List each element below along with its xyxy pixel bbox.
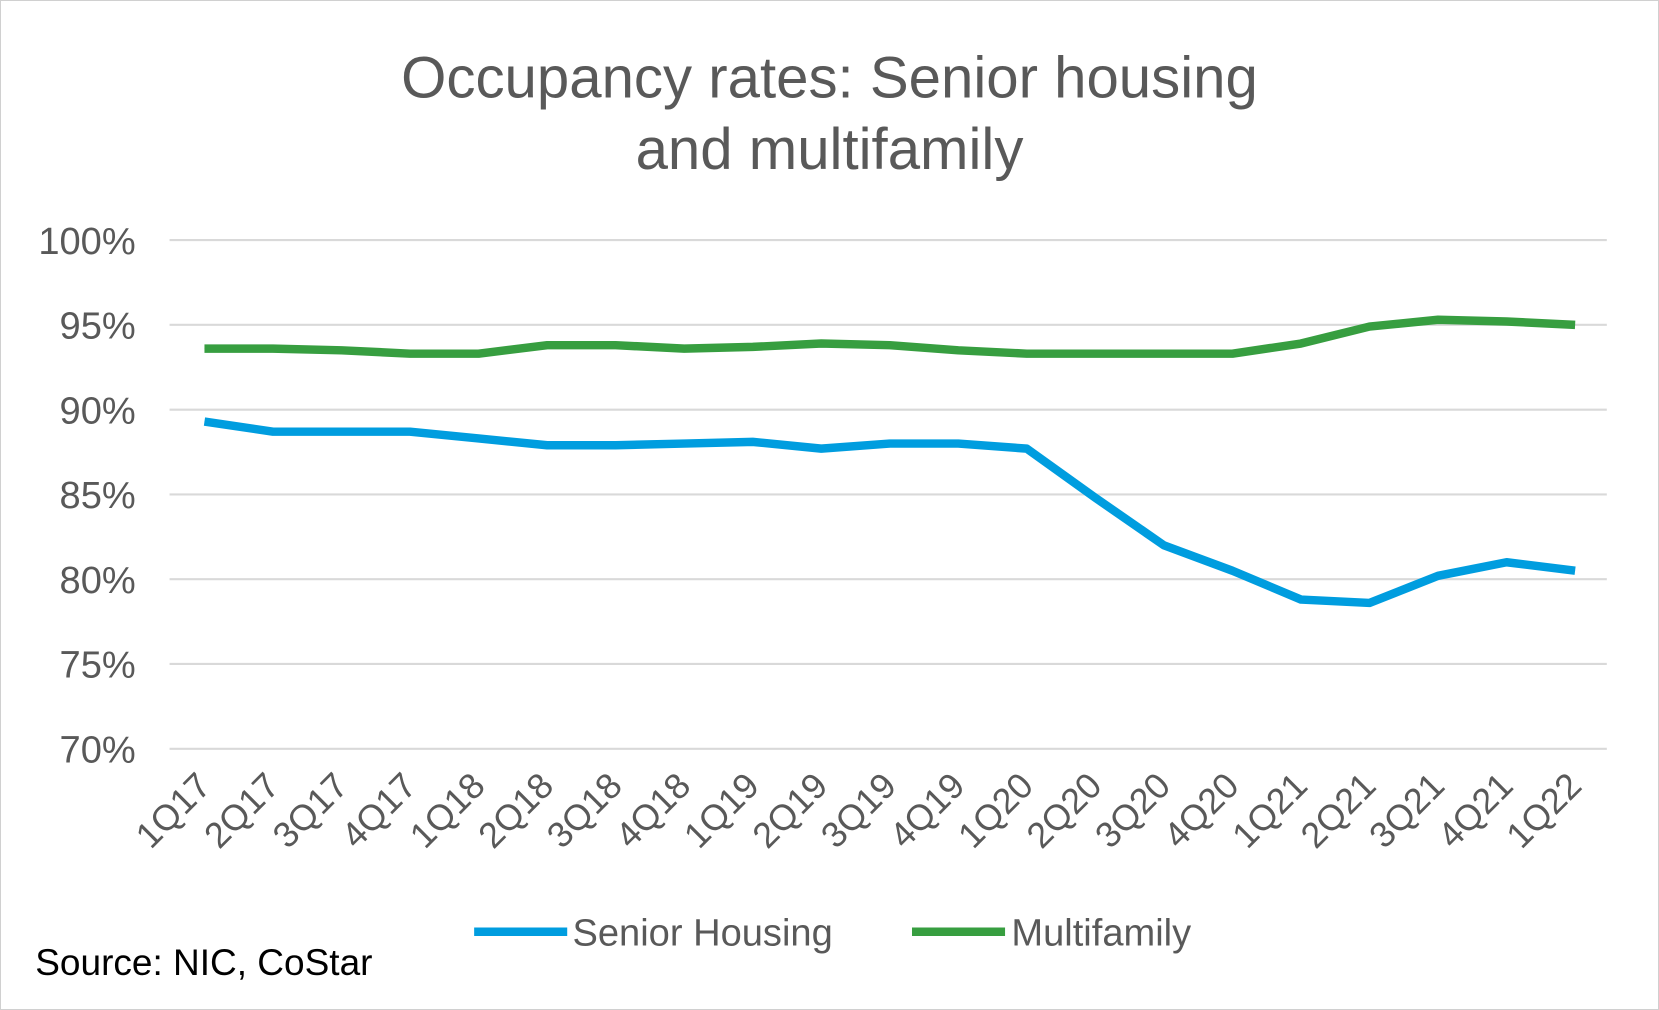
chart-title-line-1: Occupancy rates: Senior housing bbox=[401, 45, 1258, 110]
x-tick-label: 3Q18 bbox=[539, 765, 630, 856]
x-tick-label: 3Q17 bbox=[264, 765, 355, 856]
y-tick-label: 90% bbox=[60, 390, 136, 432]
x-tick-label: 2Q18 bbox=[470, 765, 561, 856]
x-tick-label: 4Q17 bbox=[333, 765, 424, 856]
x-tick-label: 4Q18 bbox=[607, 765, 698, 856]
source-note: Source: NIC, CoStar bbox=[35, 941, 372, 983]
x-tick-label: 2Q20 bbox=[1018, 765, 1109, 856]
y-tick-label: 85% bbox=[60, 475, 136, 517]
x-tick-label: 2Q21 bbox=[1292, 765, 1383, 856]
x-tick-label: 1Q21 bbox=[1224, 765, 1315, 856]
x-tick-label: 3Q19 bbox=[813, 765, 904, 856]
legend: Senior Housing Multifamily bbox=[474, 912, 1191, 954]
y-tick-label: 80% bbox=[60, 560, 136, 602]
y-tick-label: 70% bbox=[60, 730, 136, 772]
x-tick-label: 2Q19 bbox=[744, 765, 835, 856]
x-tick-label: 3Q21 bbox=[1361, 765, 1452, 856]
x-tick-label: 4Q21 bbox=[1430, 765, 1521, 856]
x-tick-label: 1Q18 bbox=[402, 765, 493, 856]
x-tick-label: 4Q20 bbox=[1155, 765, 1246, 856]
x-tick-label: 4Q19 bbox=[881, 765, 972, 856]
x-tick-label: 1Q20 bbox=[950, 765, 1041, 856]
x-tick-label: 1Q19 bbox=[676, 765, 767, 856]
x-tick-label: 1Q17 bbox=[127, 765, 218, 856]
x-tick-label: 2Q17 bbox=[196, 765, 287, 856]
y-tick-label: 100% bbox=[38, 221, 135, 263]
y-tick-label: 75% bbox=[60, 645, 136, 687]
legend-label-senior-housing: Senior Housing bbox=[573, 912, 833, 954]
x-tick-label: 1Q22 bbox=[1498, 765, 1589, 856]
x-tick-label: 3Q20 bbox=[1087, 765, 1178, 856]
series-line-senior-housing bbox=[203, 417, 1576, 608]
legend-label-multifamily: Multifamily bbox=[1011, 912, 1191, 954]
chart-title-line-2: and multifamily bbox=[636, 117, 1024, 182]
y-tick-label: 95% bbox=[60, 306, 136, 348]
